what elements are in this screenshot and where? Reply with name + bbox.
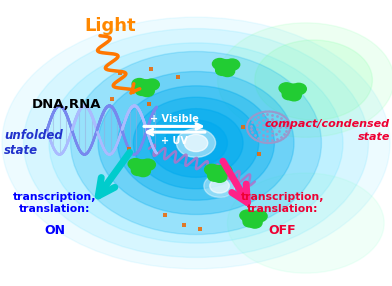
Text: + Visible: + Visible (150, 114, 199, 124)
Ellipse shape (227, 173, 384, 273)
Circle shape (282, 90, 296, 100)
Circle shape (136, 166, 150, 176)
Circle shape (243, 211, 263, 226)
Circle shape (287, 90, 301, 101)
Circle shape (135, 80, 155, 95)
Circle shape (212, 172, 227, 182)
Text: transcription,
translation:: transcription, translation: (13, 192, 97, 214)
Circle shape (208, 172, 221, 181)
Text: ON: ON (44, 224, 65, 237)
Circle shape (140, 159, 155, 170)
Circle shape (140, 86, 154, 97)
Text: DNA,RNA: DNA,RNA (31, 98, 101, 111)
Circle shape (149, 109, 243, 177)
Circle shape (184, 134, 208, 152)
Circle shape (248, 218, 262, 228)
Circle shape (252, 210, 267, 222)
Text: unfolded
state: unfolded state (4, 129, 63, 157)
Text: OFF: OFF (269, 224, 296, 237)
Ellipse shape (24, 29, 368, 257)
Circle shape (240, 210, 254, 221)
Circle shape (215, 60, 236, 75)
Ellipse shape (255, 40, 372, 120)
Text: Light: Light (84, 17, 136, 35)
Circle shape (210, 179, 229, 193)
Text: + UV: + UV (161, 136, 188, 146)
Circle shape (204, 174, 235, 197)
Ellipse shape (2, 17, 390, 269)
Circle shape (216, 66, 229, 76)
Circle shape (165, 120, 227, 166)
Circle shape (220, 66, 234, 76)
Circle shape (176, 129, 216, 157)
Circle shape (131, 160, 151, 175)
Circle shape (282, 84, 302, 99)
Circle shape (205, 164, 219, 175)
Text: compact/condensed
state: compact/condensed state (265, 118, 390, 142)
Circle shape (132, 79, 147, 89)
Circle shape (71, 51, 321, 235)
Circle shape (207, 166, 228, 180)
Circle shape (135, 86, 149, 96)
Circle shape (243, 217, 256, 227)
Ellipse shape (49, 43, 343, 243)
Circle shape (212, 59, 227, 69)
Circle shape (118, 86, 274, 200)
Circle shape (144, 79, 159, 90)
Circle shape (224, 59, 240, 70)
Circle shape (98, 72, 294, 214)
Circle shape (133, 97, 259, 189)
Circle shape (131, 166, 145, 176)
Ellipse shape (218, 23, 392, 137)
Circle shape (128, 159, 143, 169)
Circle shape (291, 83, 306, 94)
Text: transcription,
translation:: transcription, translation: (240, 192, 324, 214)
Circle shape (216, 165, 232, 176)
Circle shape (279, 83, 294, 94)
